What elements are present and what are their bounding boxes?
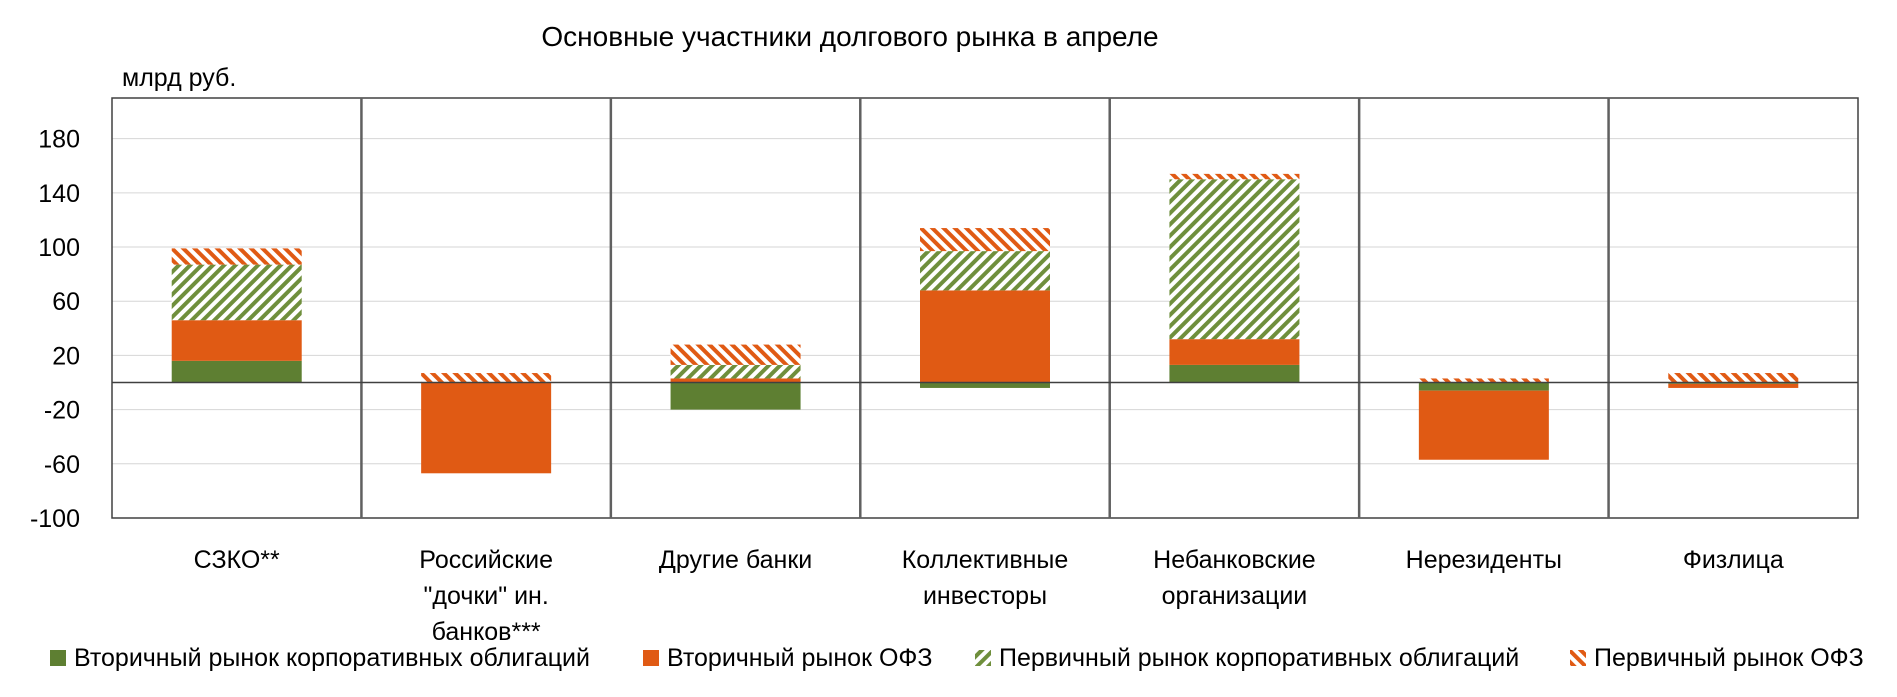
x-axis-categories: СЗКО** Российские "дочки" ин. банков*** Друг… <box>194 546 1784 646</box>
bar-segment-2 <box>421 382 552 474</box>
bar-segment-3 <box>1169 179 1300 340</box>
y-tick-label: -100 <box>30 505 80 533</box>
bar-segment-2 <box>1668 383 1799 388</box>
bar-segment-3 <box>670 364 801 379</box>
y-tick-label: 100 <box>38 234 80 262</box>
y-axis-ticks: 180 140 100 60 20 -20 -60 -100 <box>30 126 80 533</box>
bar-segment-2 <box>1418 390 1549 460</box>
bars <box>171 173 1799 474</box>
legend-label: Первичный рынок корпоративных облигаций <box>999 644 1519 672</box>
plot-border <box>111 97 1859 519</box>
category-label: Нерезиденты <box>1406 546 1562 574</box>
bar-segment-1 <box>171 360 302 383</box>
chart-title: Основные участники долгового рынка в апр… <box>541 21 1158 52</box>
bar-segment-2 <box>920 290 1050 383</box>
legend-swatch <box>643 650 659 666</box>
bar-segment-4 <box>1169 173 1300 180</box>
y-unit-label: млрд руб. <box>122 64 236 92</box>
legend-swatch <box>1570 650 1586 666</box>
legend-label: Вторичный рынок ОФЗ <box>667 644 933 672</box>
plot-frame <box>111 97 1859 519</box>
legend-label: Вторичный рынок корпоративных облигаций <box>74 644 590 672</box>
category-label: Другие банки <box>659 546 812 574</box>
category-label: банков*** <box>432 618 541 646</box>
category-label: инвесторы <box>923 582 1047 610</box>
legend-label: Первичный рынок ОФЗ <box>1594 644 1864 672</box>
category-label: СЗКО** <box>194 546 280 574</box>
bar-segment-2 <box>171 320 302 361</box>
y-tick-label: 60 <box>52 288 80 316</box>
bar-segment-2 <box>1169 339 1300 365</box>
legend-swatch <box>50 650 66 666</box>
bar-segment-4 <box>670 344 801 365</box>
bar-segment-3 <box>920 251 1050 291</box>
bar-segment-4 <box>920 228 1050 252</box>
y-tick-label: 20 <box>52 342 80 370</box>
y-tick-label: -60 <box>44 451 80 479</box>
category-label: Российские <box>419 546 553 574</box>
category-label: Физлица <box>1683 546 1784 574</box>
category-label: организации <box>1162 582 1308 610</box>
bar-segment-4 <box>1418 378 1549 383</box>
bar-segment-1 <box>670 382 801 410</box>
category-label: Небанковские <box>1153 546 1316 574</box>
bar-segment-1 <box>1169 364 1300 383</box>
bar-segment-4 <box>1668 373 1799 383</box>
category-label: "дочки" ин. <box>424 582 549 610</box>
y-tick-label: -20 <box>44 397 80 425</box>
bar-segment-3 <box>171 264 302 321</box>
bar-segment-1 <box>1418 382 1549 391</box>
category-label: Коллективные <box>902 546 1069 574</box>
bar-segment-2 <box>670 378 801 383</box>
legend: Вторичный рынок корпоративных облигаций В… <box>50 644 1864 672</box>
bar-segment-4 <box>171 248 302 265</box>
y-tick-label: 140 <box>38 180 80 208</box>
y-tick-label: 180 <box>38 126 80 154</box>
bar-segment-4 <box>421 373 552 383</box>
bar-segment-1 <box>920 382 1050 388</box>
legend-swatch <box>975 650 991 666</box>
